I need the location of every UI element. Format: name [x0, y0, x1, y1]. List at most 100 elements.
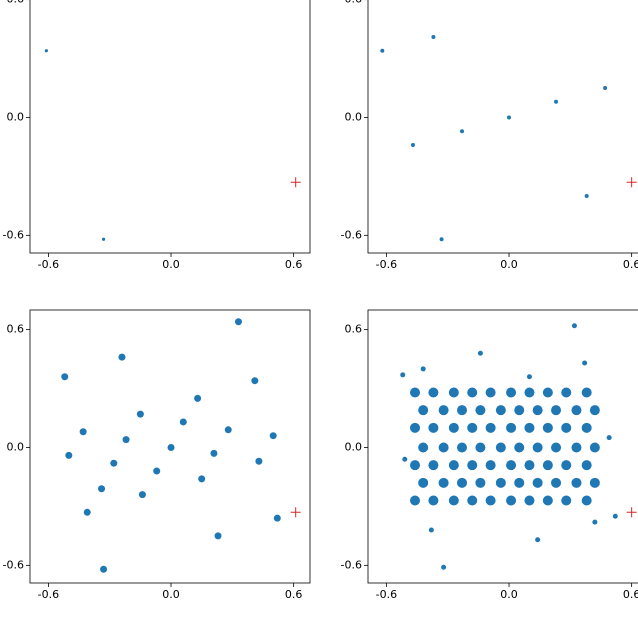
point — [542, 460, 553, 471]
point — [402, 456, 408, 462]
point — [477, 350, 483, 356]
point — [448, 460, 459, 471]
point — [179, 418, 187, 426]
point — [551, 405, 562, 416]
point — [448, 387, 459, 398]
x-tick-label: 0.0 — [162, 588, 180, 601]
point — [428, 460, 439, 471]
plus-marker — [290, 177, 301, 188]
point — [428, 387, 439, 398]
panel: -0.6 0.0 0.6 -0.6 0.0 0.6 — [3, 309, 311, 601]
point — [410, 460, 421, 471]
point — [210, 449, 218, 457]
point — [561, 387, 572, 398]
y-tick-label: 0.0 — [345, 440, 363, 453]
point — [400, 372, 406, 378]
point — [589, 442, 600, 453]
point — [234, 318, 242, 326]
point — [532, 405, 543, 416]
point — [251, 377, 259, 385]
point — [61, 373, 69, 381]
x-tick-label: 0.6 — [285, 258, 303, 271]
point — [101, 237, 106, 241]
point — [153, 467, 161, 475]
point — [194, 394, 202, 402]
point — [457, 477, 468, 488]
point — [561, 460, 572, 471]
point — [495, 405, 506, 416]
point — [603, 86, 608, 91]
point — [224, 426, 232, 434]
point — [561, 422, 572, 433]
point — [524, 422, 535, 433]
y-tick-label: -0.6 — [341, 228, 362, 241]
axes-frame — [367, 0, 638, 254]
point — [428, 422, 439, 433]
x-tick-label: 0.6 — [623, 258, 638, 271]
point — [571, 323, 577, 329]
point — [581, 387, 592, 398]
point — [420, 366, 426, 372]
y-tick-label: -0.6 — [3, 228, 24, 241]
point — [418, 477, 429, 488]
point — [514, 405, 525, 416]
point — [475, 442, 486, 453]
point — [506, 422, 517, 433]
x-tick-label: -0.6 — [38, 258, 59, 271]
point — [79, 428, 87, 436]
point — [273, 514, 281, 522]
point — [441, 564, 447, 570]
point — [571, 405, 582, 416]
point — [467, 422, 478, 433]
point — [514, 477, 525, 488]
point — [589, 477, 600, 488]
point — [571, 477, 582, 488]
point — [542, 387, 553, 398]
point — [581, 495, 592, 506]
x-tick-label: 0.0 — [162, 258, 180, 271]
point — [457, 405, 468, 416]
point — [485, 387, 496, 398]
y-tick-label: 0.6 — [345, 323, 363, 336]
point — [448, 422, 459, 433]
point — [428, 495, 439, 506]
point — [410, 387, 421, 398]
point — [506, 460, 517, 471]
point — [581, 422, 592, 433]
panel: -0.6 0.0 0.6 -0.6 0.0 0.6 — [341, 0, 638, 271]
x-tick-label: 0.0 — [500, 258, 518, 271]
y-tick-label: 0.6 — [7, 323, 25, 336]
point — [485, 495, 496, 506]
point — [439, 237, 444, 242]
point — [83, 508, 91, 516]
panel: -0.6 0.0 0.6 -0.6 0.0 0.6 — [3, 0, 311, 271]
point — [118, 353, 126, 361]
point — [514, 442, 525, 453]
y-tick-label: 0.0 — [7, 110, 25, 123]
point — [475, 477, 486, 488]
point — [98, 485, 106, 493]
x-tick-label: 0.6 — [623, 588, 638, 601]
point — [506, 387, 517, 398]
plus-marker — [626, 507, 637, 518]
point — [495, 442, 506, 453]
point — [506, 495, 517, 506]
point — [255, 457, 263, 465]
point — [551, 477, 562, 488]
point — [606, 435, 612, 441]
point — [136, 410, 144, 418]
point — [457, 442, 468, 453]
point — [571, 442, 582, 453]
point — [65, 451, 73, 459]
point — [410, 422, 421, 433]
point — [612, 513, 618, 519]
point — [542, 422, 553, 433]
point — [584, 194, 589, 199]
point — [214, 532, 222, 540]
point — [100, 565, 108, 573]
y-tick-label: 0.6 — [7, 0, 25, 6]
point — [582, 360, 588, 366]
point — [524, 387, 535, 398]
point — [198, 475, 206, 483]
point — [554, 99, 559, 104]
